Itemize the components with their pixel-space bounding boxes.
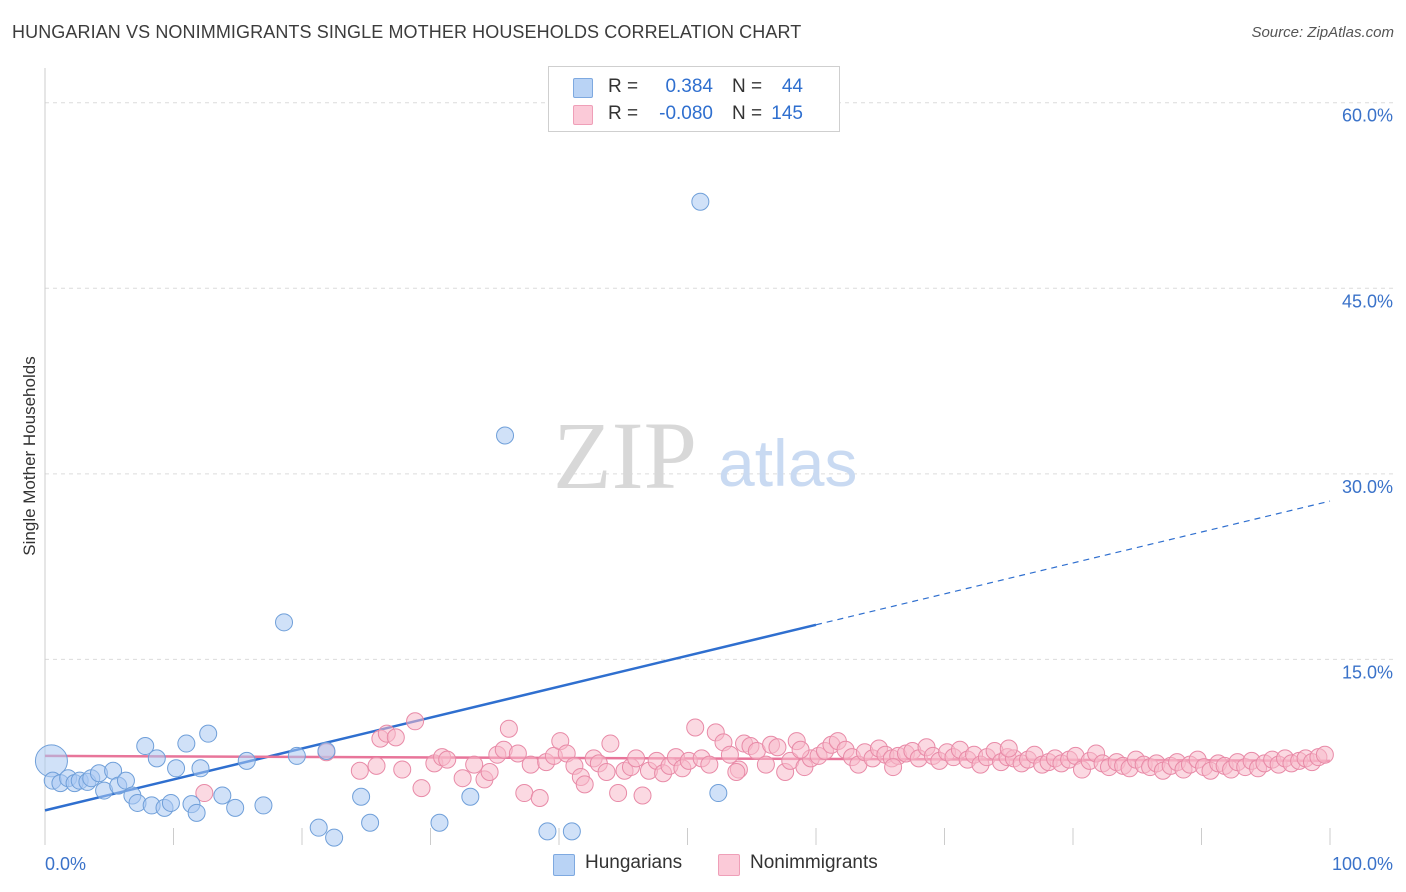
legend-n-label: N = <box>732 76 763 97</box>
y-tick-label: 15.0% <box>1342 662 1393 682</box>
hungarians-point <box>325 828 344 847</box>
legend-label-nonimmigrants: Nonimmigrants <box>750 852 878 873</box>
nonimmigrants-point <box>480 763 499 782</box>
legend-swatch-hungarians <box>573 78 593 98</box>
hungarians-point <box>275 613 294 632</box>
nonimmigrants-point <box>727 763 746 782</box>
nonimmigrants-point <box>406 712 425 731</box>
nonimmigrants-point <box>499 719 518 738</box>
watermark-zip: ZIP <box>553 402 697 509</box>
series-legend: Hungarians Nonimmigrants <box>0 852 1406 878</box>
hungarians-point <box>116 771 135 790</box>
hungarians-point <box>562 822 581 841</box>
hungarians-point <box>430 813 449 832</box>
nonimmigrants-point <box>756 755 775 774</box>
hungarians-point <box>461 787 480 806</box>
gridlines <box>45 102 1395 660</box>
legend-r-label: R = <box>608 76 639 97</box>
legend-r-label: R = <box>608 103 639 124</box>
nonimmigrants-point <box>597 763 616 782</box>
nonimmigrants-point <box>791 740 810 759</box>
nonimmigrants-point <box>515 784 534 803</box>
hungarians-point <box>191 759 210 778</box>
trend-line-hungarians-extension <box>815 500 1331 626</box>
hungarians-point <box>254 796 273 815</box>
legend-label-hungarians: Hungarians <box>585 852 683 873</box>
nonimmigrants-point <box>884 758 903 777</box>
nonimmigrants-point <box>386 728 405 747</box>
hungarians-point <box>136 737 155 756</box>
legend-row-hungarians: R = 0.384 N = 44 <box>549 73 839 101</box>
hungarians-point <box>352 787 371 806</box>
stats-legend: R = 0.384 N = 44 R = -0.080 N = 145 <box>548 66 840 132</box>
hungarians-point <box>147 749 166 768</box>
chart-title: HUNGARIAN VS NONIMMIGRANTS SINGLE MOTHER… <box>12 22 802 42</box>
legend-r-value: 0.384 <box>665 76 713 97</box>
legend-n-value: 44 <box>781 76 803 97</box>
trend-line-hungarians <box>44 623 817 812</box>
legend-row-nonimmigrants: R = -0.080 N = 145 <box>549 100 839 128</box>
nonimmigrants-point <box>700 755 719 774</box>
axes <box>44 68 1331 845</box>
hungarians-point <box>161 793 180 812</box>
nonimmigrants-point <box>633 786 652 805</box>
legend-swatch-nonimmigrants <box>573 105 593 125</box>
hungarians-point <box>309 818 328 837</box>
hungarians-point <box>691 192 710 211</box>
x-tick-label: 100.0% <box>1332 854 1393 874</box>
hungarians-point <box>317 741 336 760</box>
hungarians-point <box>538 822 557 841</box>
hungarians-point <box>213 786 232 805</box>
nonimmigrants-point <box>393 760 412 779</box>
source-credit: Source: ZipAtlas.com <box>1251 24 1394 41</box>
hungarians-point <box>496 426 515 445</box>
legend-r-value: -0.080 <box>659 103 713 124</box>
hungarians-point <box>709 784 728 803</box>
nonimmigrants-point <box>465 755 484 774</box>
series-hungarians <box>34 192 728 847</box>
nonimmigrants-point <box>686 718 705 737</box>
nonimmigrants-point <box>609 784 628 803</box>
nonimmigrants-point <box>438 750 457 769</box>
legend-swatch-hungarians <box>553 854 575 876</box>
x-tick-label: 0.0% <box>45 854 86 874</box>
tick-labels: 15.0% 30.0% 45.0% 60.0% 0.0% 100.0% <box>45 106 1393 874</box>
hungarians-point <box>177 734 196 753</box>
y-tick-label: 60.0% <box>1342 106 1393 126</box>
nonimmigrants-point <box>521 755 540 774</box>
nonimmigrants-point <box>627 749 646 768</box>
nonimmigrants-point <box>195 784 214 803</box>
nonimmigrants-point <box>575 775 594 794</box>
y-tick-label: 30.0% <box>1342 477 1393 497</box>
hungarians-point <box>199 724 218 743</box>
nonimmigrants-point <box>999 739 1018 758</box>
nonimmigrants-point <box>453 769 472 788</box>
data-points <box>34 192 1334 847</box>
hungarians-point <box>187 803 206 822</box>
watermark: ZIP atlas <box>553 402 857 509</box>
nonimmigrants-point <box>508 744 527 763</box>
nonimmigrants-point <box>367 756 386 775</box>
nonimmigrants-point <box>768 738 787 757</box>
nonimmigrants-point <box>350 761 369 780</box>
watermark-atlas: atlas <box>718 426 857 500</box>
nonimmigrants-point <box>601 734 620 753</box>
nonimmigrants-point <box>412 779 431 798</box>
hungarians-point <box>361 813 380 832</box>
legend-n-value: 145 <box>771 103 803 124</box>
hungarians-point <box>167 759 186 778</box>
legend-n-label: N = <box>732 103 763 124</box>
nonimmigrants-point <box>530 788 549 807</box>
hungarians-point <box>287 746 306 765</box>
y-tick-label: 45.0% <box>1342 291 1393 311</box>
hungarians-point <box>226 798 245 817</box>
hungarians-point <box>237 751 256 770</box>
nonimmigrants-point <box>720 745 739 764</box>
nonimmigrants-point <box>1315 745 1334 764</box>
legend-swatch-nonimmigrants <box>718 854 740 876</box>
series-nonimmigrants <box>195 712 1334 807</box>
